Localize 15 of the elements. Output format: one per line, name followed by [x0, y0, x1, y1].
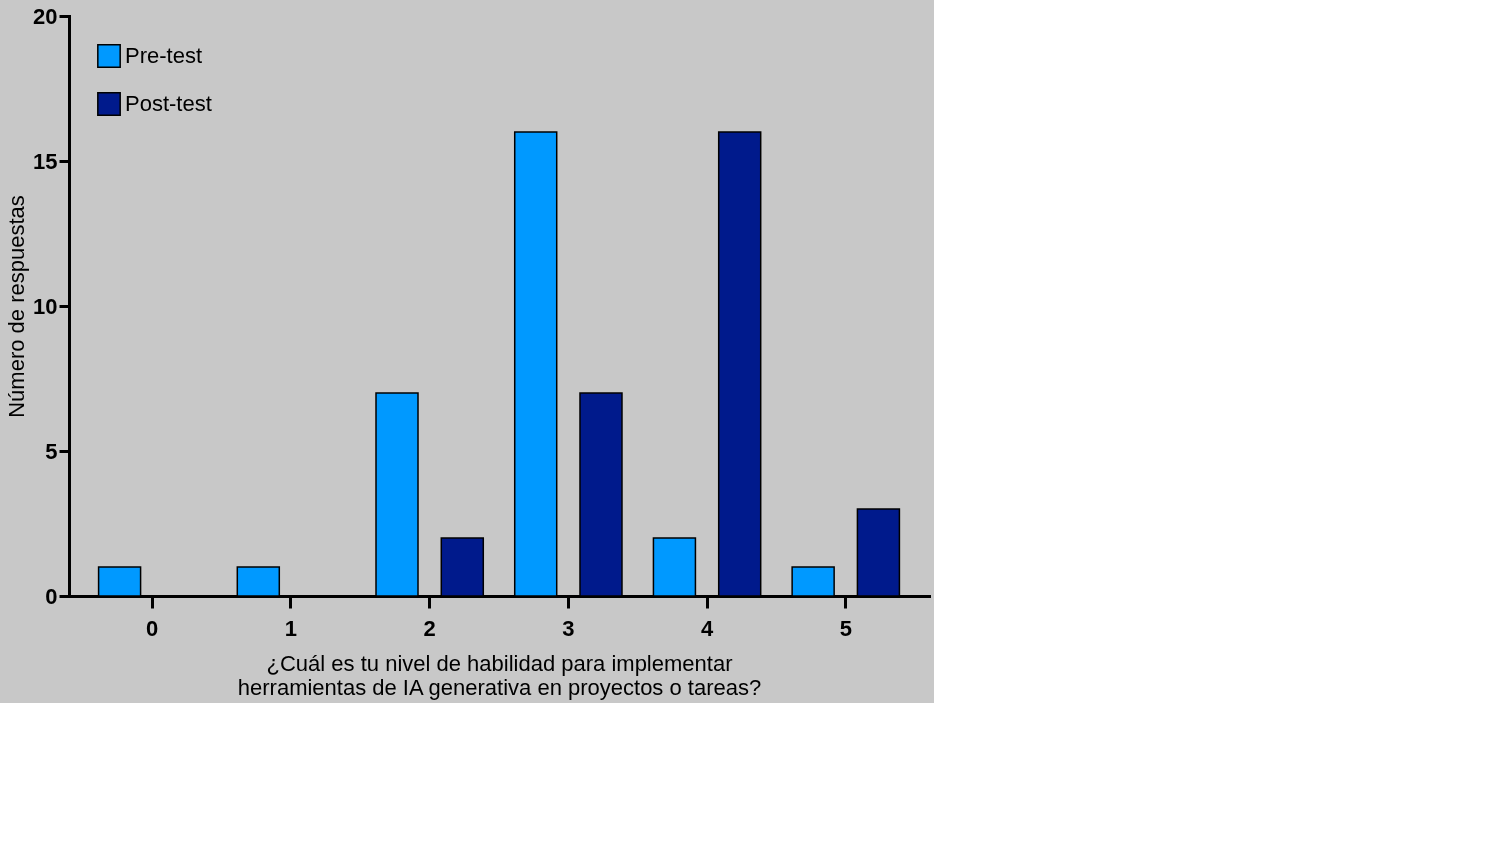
x-tick-label: 3 — [562, 615, 575, 641]
y-axis-title: Número de respuestas — [4, 195, 30, 418]
x-tick-label: 2 — [423, 615, 436, 641]
y-tick-label: 10 — [33, 293, 58, 319]
x-tick-label: 0 — [146, 615, 159, 641]
x-tick-label: 5 — [839, 615, 852, 641]
y-tick-label: 5 — [45, 438, 58, 464]
x-tick-label: 1 — [284, 615, 298, 641]
legend-label: Post-test — [125, 91, 212, 116]
y-tick-label: 15 — [33, 148, 58, 174]
x-axis-title: ¿Cuál es tu nivel de habilidad para implementar herramientas de IA generativa en proyectos o tareas? — [237, 650, 762, 700]
legend-label: Pre-test — [125, 43, 203, 68]
x-tick-label: 4 — [700, 615, 714, 641]
y-tick-label: 20 — [33, 3, 58, 29]
y-tick-label: 0 — [45, 583, 58, 609]
